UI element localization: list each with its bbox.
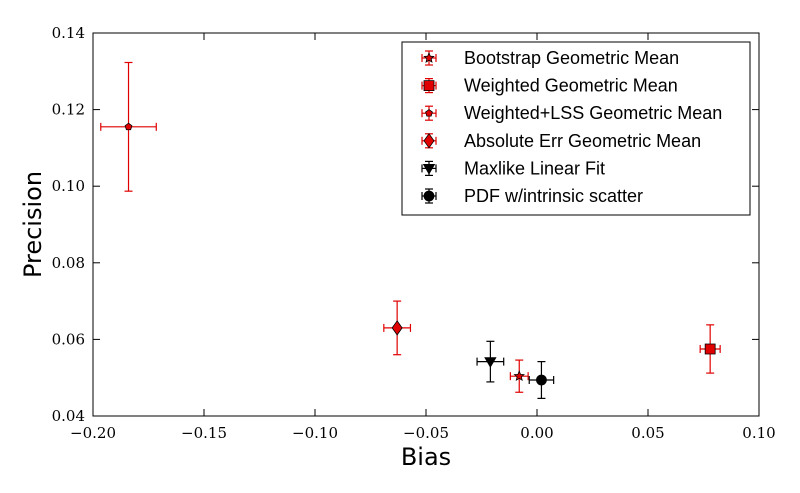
pentagon-marker	[124, 122, 133, 131]
legend-label: Weighted Geometric Mean	[464, 76, 678, 96]
legend-box	[401, 41, 751, 216]
square-marker	[423, 80, 435, 91]
x-tick-label: −0.15	[181, 424, 227, 442]
legend-item: Maxlike Linear Fit	[421, 158, 605, 178]
star-marker	[513, 370, 525, 382]
x-axis-label: Bias	[401, 443, 451, 471]
legend-item: Absolute Err Geometric Mean	[421, 131, 701, 151]
legend-item: Weighted+LSS Geometric Mean	[421, 103, 722, 123]
legend: Bootstrap Geometric Mean Weighted Geometr…	[401, 41, 751, 216]
x-tick-label: −0.10	[292, 424, 338, 442]
square-marker	[704, 343, 716, 355]
x-tick-label: 0.10	[742, 424, 775, 442]
y-axis-label: Precision	[19, 171, 47, 278]
data-point	[509, 359, 529, 393]
data-point	[476, 340, 505, 383]
x-tick-label: −0.05	[403, 424, 449, 442]
x-tick-label: 0.05	[631, 424, 664, 442]
triangle-down-marker	[484, 357, 497, 368]
circle-marker	[536, 374, 547, 386]
points-layer	[100, 61, 721, 399]
data-point	[100, 61, 157, 192]
data-point	[699, 324, 721, 374]
legend-label: Maxlike Linear Fit	[464, 158, 605, 178]
legend-label: PDF w/intrinsic scatter	[464, 186, 643, 206]
legend-label: Bootstrap Geometric Mean	[464, 48, 679, 68]
y-tick-label: 0.10	[52, 177, 85, 195]
y-tick-label: 0.08	[52, 254, 85, 272]
diamond-marker	[391, 320, 403, 336]
diamond-marker	[423, 133, 435, 149]
pentagon-marker	[425, 109, 433, 117]
circle-marker	[423, 190, 435, 202]
legend-item: Bootstrap Geometric Mean	[421, 48, 679, 68]
y-tick-label: 0.14	[52, 24, 85, 42]
ticks-layer: −0.20 −0.15 −0.10 −0.05 0.00 0.05 0.10 0.04 0.06…	[52, 24, 776, 442]
legend-item: PDF w/intrinsic scatter	[421, 186, 643, 206]
legend-item: Weighted Geometric Mean	[421, 76, 678, 96]
x-tick-label: 0.00	[520, 424, 553, 442]
plot-frame	[92, 32, 760, 417]
y-tick-label: 0.06	[52, 330, 85, 348]
legend-label: Weighted+LSS Geometric Mean	[464, 103, 722, 123]
triangle-down-marker	[422, 163, 436, 175]
y-tick-label: 0.12	[52, 101, 85, 119]
data-point	[383, 300, 412, 356]
y-tick-label: 0.04	[52, 407, 85, 425]
x-tick-label: −0.20	[70, 424, 116, 442]
data-point	[528, 361, 555, 399]
star-marker	[423, 51, 435, 63]
legend-label: Absolute Err Geometric Mean	[464, 131, 701, 151]
